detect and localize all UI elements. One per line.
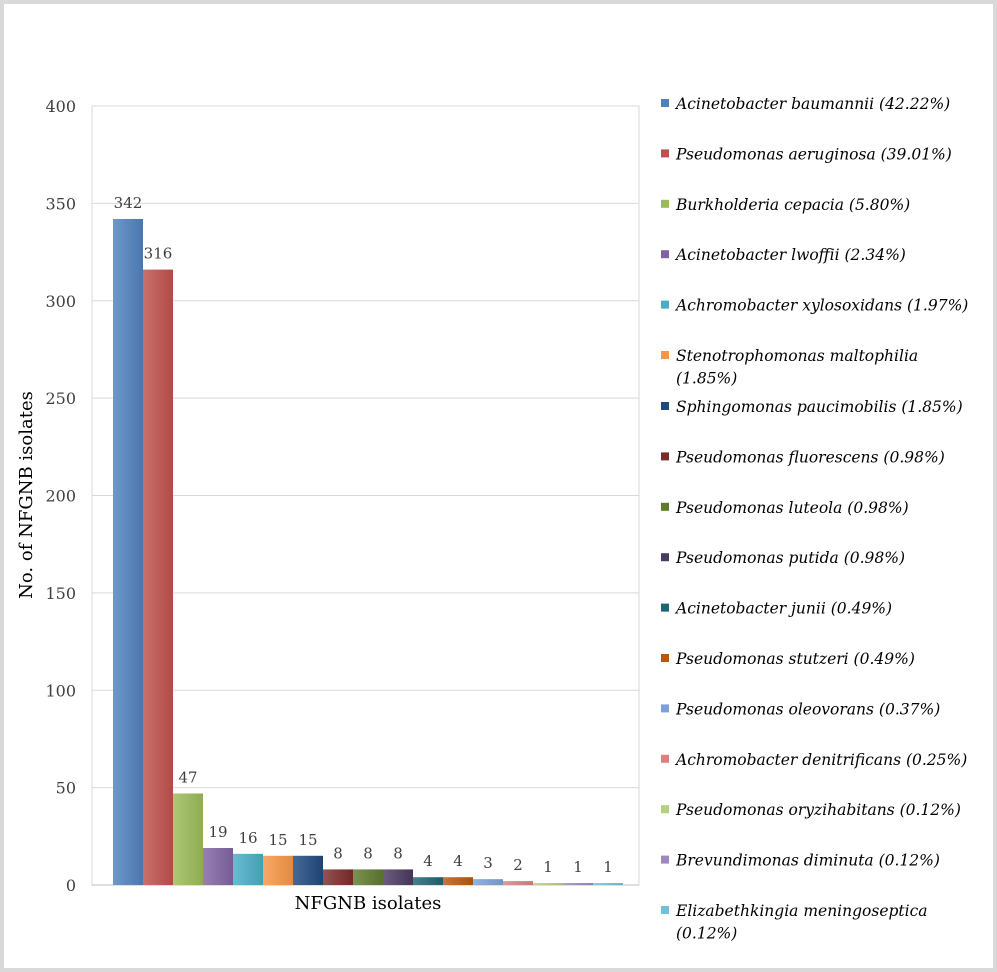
- legend-swatch: [661, 452, 669, 461]
- y-tick-label: 400: [45, 97, 76, 116]
- bar: [563, 883, 593, 885]
- bar: [443, 877, 473, 885]
- data-label: 8: [393, 844, 403, 862]
- data-label: 1: [543, 858, 553, 876]
- bar: [323, 869, 353, 885]
- data-label: 47: [178, 768, 197, 786]
- data-label: 15: [298, 831, 317, 849]
- y-tick-label: 50: [56, 779, 76, 798]
- legend-label: Sphingomonas paucimobilis (1.85%): [676, 398, 963, 416]
- data-label: 3: [483, 854, 493, 872]
- bar: [383, 869, 413, 885]
- data-label: 4: [453, 852, 463, 870]
- legend-label: Pseudomonas oleovorans (0.37%): [675, 700, 940, 718]
- bar: [503, 881, 533, 885]
- legend-swatch: [661, 149, 669, 158]
- y-tick-label: 0: [66, 876, 76, 895]
- y-axis-title: No. of NFGNB isolates: [16, 391, 37, 599]
- y-axis-ticks: 0 50 100 150 200 250 300 350 400: [45, 97, 76, 895]
- legend-label: Pseudomonas aeruginosa (39.01%): [675, 145, 952, 163]
- data-label: 8: [333, 844, 343, 862]
- legend-label: Stenotrophomonas maltophilia (1.85%): [676, 347, 918, 388]
- y-tick-label: 300: [45, 292, 76, 311]
- data-label: 1: [603, 858, 613, 876]
- legend-label: Burkholderia cepacia (5.80%): [675, 196, 910, 214]
- legend: Acinetobacter baumannii (42.22%) Pseudomo…: [661, 95, 968, 943]
- legend-swatch: [661, 402, 669, 410]
- data-label: 1: [573, 858, 583, 876]
- bar: [233, 853, 263, 885]
- x-axis-title: NFGNB isolates: [295, 893, 442, 914]
- bar: [593, 883, 623, 885]
- data-label: 19: [208, 823, 227, 841]
- legend-label: Acinetobacter lwoffii (2.34%): [674, 246, 906, 264]
- legend-swatch: [661, 199, 669, 208]
- data-label: 342: [114, 194, 143, 212]
- y-tick-label: 100: [45, 681, 76, 700]
- bar: [143, 269, 173, 886]
- legend-swatch: [661, 351, 669, 359]
- legend-label: Achromobacter denitrificans (0.25%): [674, 751, 967, 769]
- data-label: 15: [268, 831, 287, 849]
- legend-label: Acinetobacter baumannii (42.22%): [674, 95, 950, 113]
- y-tick-label: 250: [45, 389, 76, 408]
- legend-swatch: [661, 906, 669, 914]
- y-tick-label: 150: [45, 584, 76, 603]
- bar: [173, 793, 203, 885]
- data-label: 8: [363, 844, 373, 862]
- legend-label: Pseudomonas putida (0.98%): [675, 549, 905, 567]
- data-label: 2: [513, 856, 523, 874]
- legend-label: Achromobacter xylosoxidans (1.97%): [674, 297, 968, 315]
- bar: [263, 855, 293, 885]
- bar: [413, 877, 443, 885]
- bars: [113, 218, 623, 886]
- bar: [293, 855, 323, 885]
- legend-swatch: [661, 99, 669, 107]
- y-tick-label: 200: [45, 487, 76, 506]
- bar: [473, 879, 503, 885]
- legend-swatch: [661, 704, 669, 713]
- legend-swatch: [661, 754, 669, 763]
- legend-swatch: [661, 250, 669, 259]
- y-tick-label: 350: [45, 194, 76, 213]
- legend-swatch: [661, 855, 669, 864]
- bar: [353, 869, 383, 885]
- legend-swatch: [661, 654, 669, 662]
- legend-label: Pseudomonas oryzihabitans (0.12%): [675, 801, 961, 819]
- data-label: 316: [144, 245, 173, 263]
- legend-label: Acinetobacter junii (0.49%): [674, 600, 892, 618]
- data-label: 4: [423, 852, 433, 870]
- legend-label: Elizabethkingia meningoseptica (0.12%): [675, 902, 928, 943]
- legend-label: Brevundimonas diminuta (0.12%): [675, 852, 940, 870]
- legend-label: Pseudomonas luteola (0.98%): [675, 499, 909, 517]
- legend-swatch: [661, 805, 669, 814]
- bar: [533, 883, 563, 885]
- legend-swatch: [661, 300, 669, 309]
- legend-swatch: [661, 603, 669, 612]
- data-label: 16: [238, 829, 257, 847]
- legend-swatch: [661, 553, 669, 562]
- legend-swatch: [661, 502, 669, 511]
- data-labels: 342 316 47 19 16 15 15 8 8 8 4 4 3 2 1 1 1: [114, 194, 613, 876]
- bar: [113, 218, 143, 885]
- bar: [203, 847, 233, 885]
- legend-label: Pseudomonas fluorescens (0.98%): [675, 448, 945, 466]
- legend-label: Pseudomonas stutzeri (0.49%): [675, 650, 915, 668]
